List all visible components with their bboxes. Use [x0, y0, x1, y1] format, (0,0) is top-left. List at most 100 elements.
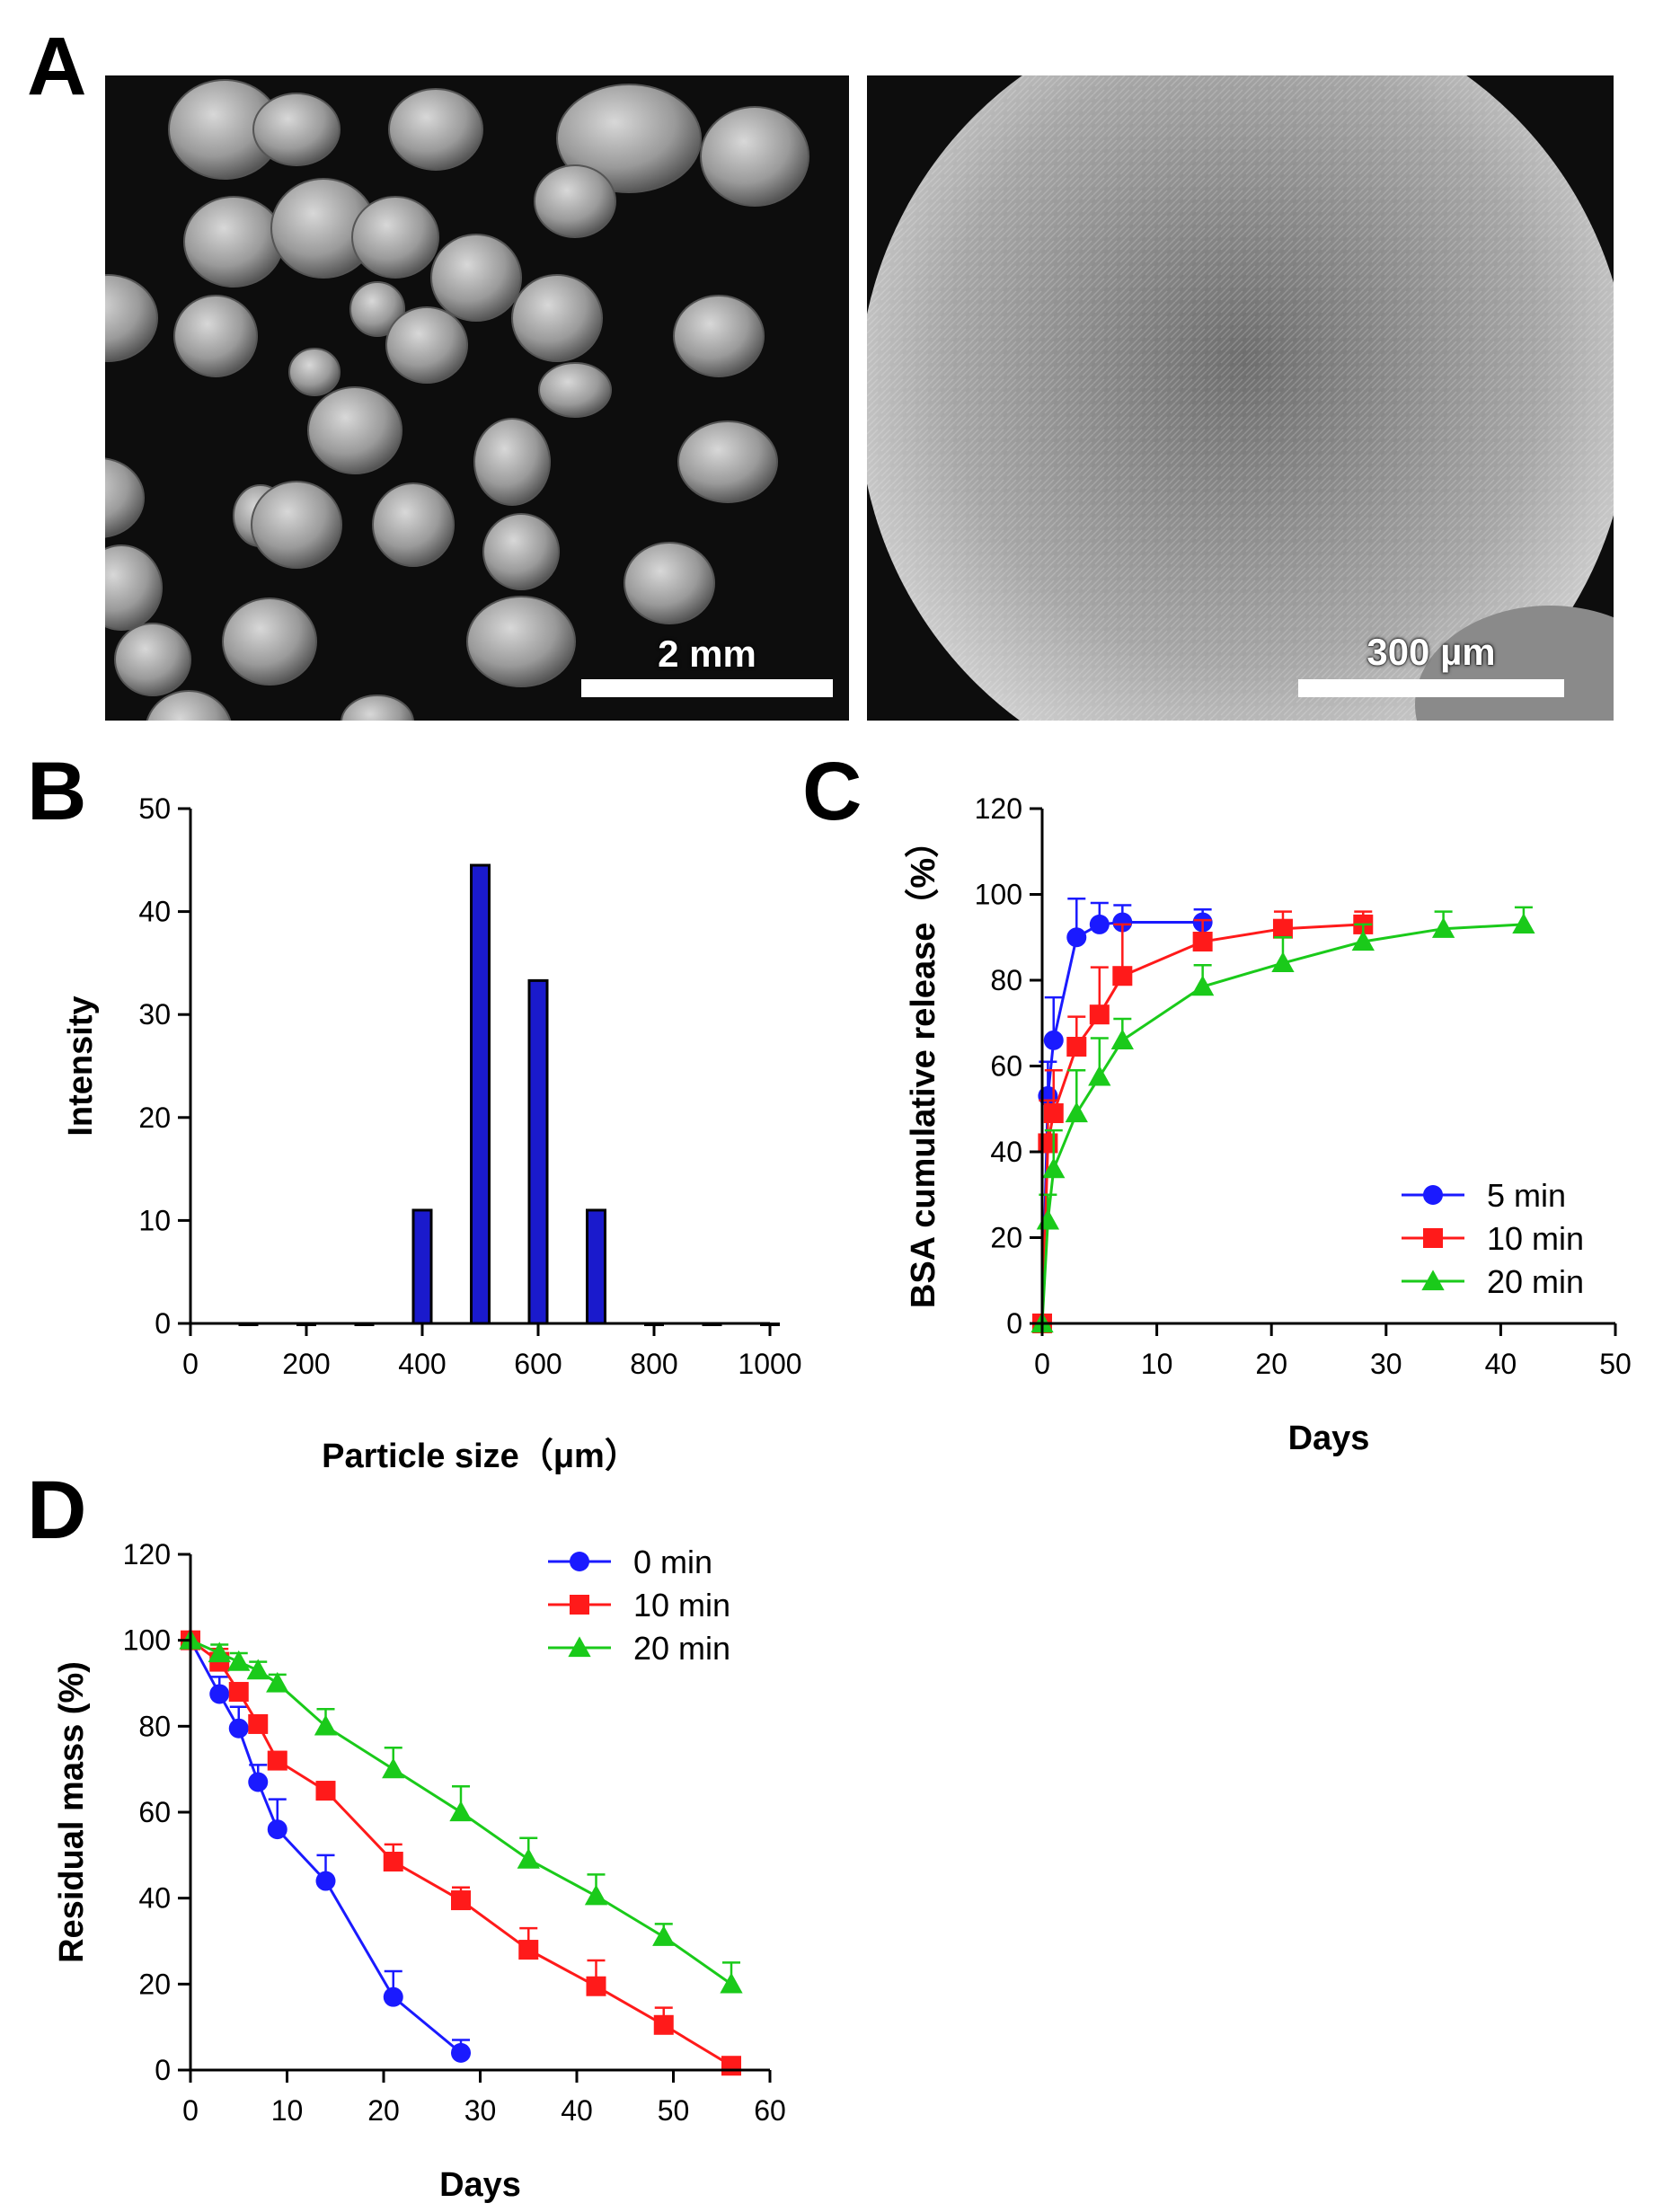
chart-d-data-point — [586, 1976, 606, 1996]
chart-c-y-tick-label: 60 — [990, 1050, 1022, 1083]
microsphere — [372, 482, 455, 567]
chart-c-x-tick-label: 0 — [1034, 1348, 1050, 1380]
chart-d-data-point — [227, 1650, 251, 1671]
microsphere — [341, 695, 414, 721]
chart-d-data-point — [228, 1718, 249, 1739]
chart-b-x-tick-label: 0 — [182, 1348, 199, 1380]
chart-d-legend-marker — [570, 1552, 589, 1571]
chart-d-data-point — [248, 1713, 269, 1734]
microsphere — [624, 542, 715, 624]
chart-c-data-point — [1431, 917, 1455, 938]
microsphere — [700, 106, 809, 207]
chart-c-data-point — [1192, 932, 1213, 952]
chart-c: 0 10 20 30 40 50 0 20 40 60 80 100 120 Days BSA cumula… — [905, 792, 1632, 1457]
chart-d-series-0 — [181, 1630, 471, 2063]
chart-b-x-tick-label: 1000 — [738, 1348, 801, 1380]
surface-texture — [867, 75, 1614, 721]
chart-c-data-point — [1271, 951, 1295, 973]
chart-d-data-point — [246, 1659, 270, 1680]
microsphere — [466, 596, 576, 687]
chart-d-y-tick-label: 100 — [123, 1624, 171, 1657]
chart-c-x-tick-label: 10 — [1141, 1348, 1173, 1380]
chart-d-legend-label: 10 min — [633, 1587, 730, 1624]
chart-c-x-axis-title: Days — [1288, 1420, 1370, 1457]
chart-d-x-tick-label: 60 — [754, 2094, 786, 2127]
chart-d-data-point — [451, 1890, 471, 1911]
chart-b-y-tick-label: 50 — [138, 792, 171, 825]
chart-d-x-tick-label: 30 — [464, 2094, 497, 2127]
chart-d-x-tick-label: 40 — [561, 2094, 593, 2127]
chart-d-legend-label: 20 min — [633, 1630, 730, 1667]
chart-c-x-tick-label: 30 — [1370, 1348, 1402, 1380]
chart-c-y-tick-label: 40 — [990, 1136, 1022, 1168]
chart-c-data-point — [1042, 1157, 1066, 1179]
chart-d-y-tick-label: 60 — [138, 1796, 171, 1828]
microsphere — [473, 418, 551, 506]
chart-d-x-tick-label: 50 — [658, 2094, 690, 2127]
microsphere — [430, 234, 522, 322]
chart-d-series-2 — [179, 1629, 743, 1994]
bar-600 — [527, 978, 549, 1325]
chart-d-data-point — [267, 1750, 287, 1771]
chart-b-x-tick-label: 800 — [630, 1348, 677, 1380]
chart-c-legend-label: 20 min — [1487, 1263, 1584, 1300]
microsphere — [251, 481, 342, 569]
chart-d-data-point — [584, 1884, 608, 1906]
chart-d-data-point — [383, 1852, 403, 1872]
chart-c-x-tick-label: 20 — [1255, 1348, 1287, 1380]
chart-d-data-point — [721, 2056, 741, 2076]
microsphere — [534, 164, 616, 238]
chart-d-y-tick-label: 80 — [138, 1710, 171, 1742]
microsphere — [388, 88, 483, 171]
chart-c-data-point — [1088, 1065, 1111, 1086]
chart-d-legend-marker — [568, 1636, 591, 1658]
chart-d-y-tick-label: 0 — [155, 2054, 171, 2086]
chart-c-data-point — [1272, 918, 1293, 939]
scale-bar-right — [1298, 679, 1564, 697]
chart-d: 0 10 20 30 40 50 60 0 20 40 60 80 100 120 Days Residual… — [53, 1538, 786, 2204]
microsphere — [105, 544, 163, 631]
chart-d-data-point — [314, 1714, 338, 1736]
chart-d-data-point — [228, 1682, 249, 1703]
chart-c-y-tick-label: 20 — [990, 1222, 1022, 1254]
chart-d-x-tick-label: 10 — [271, 2094, 304, 2127]
chart-c-data-point — [1512, 913, 1535, 934]
chart-d-data-point — [720, 1972, 743, 1994]
scale-label-left: 2 mm — [658, 633, 756, 675]
chart-d-series-1 — [181, 1630, 741, 2076]
chart-d-data-point — [652, 1925, 676, 1946]
chart-c-data-point — [1089, 1004, 1110, 1025]
chart-c-data-point — [1190, 975, 1215, 996]
chart-d-y-tick-label: 120 — [123, 1538, 171, 1571]
chart-b-y-tick-label: 10 — [138, 1204, 171, 1236]
microsphere — [673, 295, 765, 377]
chart-d-x-tick-label: 0 — [182, 2094, 199, 2127]
scale-bar-left — [581, 679, 833, 697]
chart-c-data-point — [1351, 930, 1375, 951]
microsphere — [173, 295, 258, 377]
microsphere — [511, 274, 603, 362]
microsphere-cluster-image — [105, 75, 849, 721]
chart-c-data-point — [1065, 1102, 1088, 1123]
microsphere — [288, 348, 341, 396]
chart-d-x-axis-title: Days — [439, 2166, 521, 2204]
microsphere — [349, 281, 405, 337]
chart-c-data-point — [1112, 912, 1133, 933]
chart-c-legend-marker — [1423, 1185, 1443, 1205]
chart-d-data-point — [315, 1781, 336, 1801]
chart-d-data-point — [208, 1641, 231, 1663]
panel-label-a: A — [27, 21, 87, 112]
chart-d-legend-marker — [570, 1595, 589, 1615]
microsphere — [482, 513, 560, 590]
chart-b-y-tick-label: 40 — [138, 896, 171, 928]
scale-label-right: 300 µm — [1367, 631, 1496, 673]
microsphere — [105, 457, 145, 538]
chart-c-data-point — [1066, 927, 1087, 948]
chart-d-data-point — [518, 1940, 539, 1960]
microsphere — [307, 386, 402, 474]
chart-d-data-point — [266, 1671, 289, 1693]
chart-d-y-tick-label: 40 — [138, 1882, 171, 1915]
microsphere — [677, 420, 778, 503]
chart-c-x-tick-label: 40 — [1485, 1348, 1517, 1380]
